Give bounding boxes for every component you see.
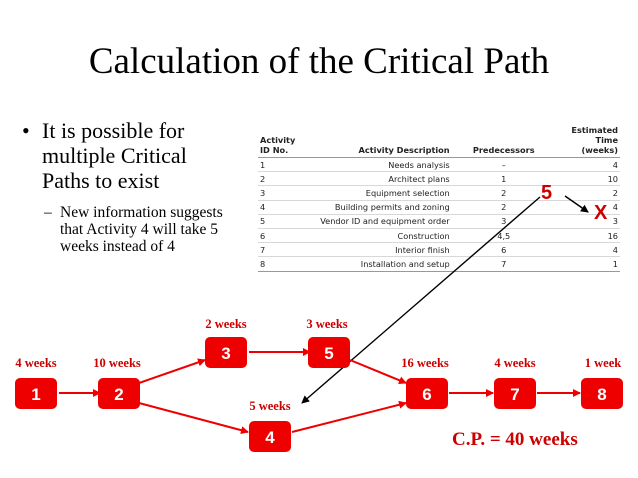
node-3-duration: 2 weeks xyxy=(205,317,246,331)
table-row: 3 Equipment selection 2 2 xyxy=(258,185,620,201)
cell-predecessors: 2 xyxy=(451,200,556,215)
node-2: 2 10 weeks xyxy=(93,356,141,409)
node-6: 6 16 weeks xyxy=(401,356,449,409)
cell-description: Architect plans xyxy=(297,171,452,187)
cell-description: Interior finish xyxy=(297,242,452,258)
cell-predecessors: 4,5 xyxy=(451,228,556,244)
node-7-duration: 4 weeks xyxy=(494,356,535,370)
cell-time: 2 xyxy=(555,185,620,201)
node-2-duration: 10 weeks xyxy=(93,356,141,370)
node-8: 8 1 week xyxy=(581,356,623,409)
cell-id: 5 xyxy=(258,214,298,229)
cell-id: 3 xyxy=(258,185,298,201)
edge-4-6 xyxy=(291,400,407,433)
node-2-label: 2 xyxy=(114,385,123,404)
new-duration-label: 5 xyxy=(541,182,553,204)
table-row: 5 Vendor ID and equipment order 3 3 xyxy=(258,214,620,229)
node-8-label: 8 xyxy=(597,385,606,404)
cell-time: 1 xyxy=(555,256,620,272)
cell-time: 4 xyxy=(555,157,620,173)
cell-predecessors: – xyxy=(451,157,556,173)
node-6-duration: 16 weeks xyxy=(401,356,449,370)
activity-table: Activity ID No. Activity Description Pre… xyxy=(258,125,620,272)
node-1-label: 1 xyxy=(31,385,40,404)
header-activity-id: Activity ID No. xyxy=(258,125,298,158)
node-7-label: 7 xyxy=(510,385,519,404)
node-8-duration: 1 week xyxy=(585,356,621,370)
table-row: 4 Building permits and zoning 2 4 xyxy=(258,200,620,215)
cell-time: 10 xyxy=(555,171,620,187)
node-1-duration: 4 weeks xyxy=(15,356,56,370)
cell-id: 1 xyxy=(258,157,298,173)
strike-mark: X xyxy=(594,202,608,224)
cell-description: Needs analysis xyxy=(297,157,452,173)
cell-id: 2 xyxy=(258,171,298,187)
cell-description: Building permits and zoning xyxy=(297,200,452,215)
cell-id: 6 xyxy=(258,228,298,244)
cell-description: Vendor ID and equipment order xyxy=(297,214,452,229)
sub-bullet-dash: – xyxy=(44,204,52,221)
table-row: 6 Construction 4,5 16 xyxy=(258,228,620,244)
table-header-row: Activity ID No. Activity Description Pre… xyxy=(258,125,620,158)
node-6-label: 6 xyxy=(422,385,431,404)
node-4: 4 5 weeks xyxy=(249,399,291,452)
table-row: 1 Needs analysis – 4 xyxy=(258,157,620,173)
node-3: 3 2 weeks xyxy=(205,317,247,368)
header-predecessors: Predecessors xyxy=(451,125,556,158)
node-7: 7 4 weeks xyxy=(494,356,536,409)
node-3-label: 3 xyxy=(221,344,230,363)
header-description: Activity Description xyxy=(297,125,452,158)
cell-description: Installation and setup xyxy=(297,256,452,272)
table-row: 2 Architect plans 1 10 xyxy=(258,171,620,187)
cell-time: 4 xyxy=(555,242,620,258)
critical-path-total: C.P. = 40 weeks xyxy=(452,429,578,450)
table-row: 8 Installation and setup 7 1 xyxy=(258,256,620,272)
cell-predecessors: 2 xyxy=(451,185,556,201)
node-5: 5 3 weeks xyxy=(306,317,350,368)
cell-id: 8 xyxy=(258,256,298,272)
node-1: 1 4 weeks xyxy=(15,356,57,409)
cell-time: 3 xyxy=(555,214,620,229)
cell-predecessors: 7 xyxy=(451,256,556,272)
edge-2-4 xyxy=(138,402,249,435)
bullet-dot: • xyxy=(22,118,30,143)
cell-id: 4 xyxy=(258,200,298,215)
node-5-duration: 3 weeks xyxy=(306,317,347,331)
cell-description: Equipment selection xyxy=(297,185,452,201)
slide-title: Calculation of the Critical Path xyxy=(88,41,550,82)
cell-predecessors: 6 xyxy=(451,242,556,258)
bullet-text: It is possible for multiple Critical Pat… xyxy=(42,118,187,193)
cell-id: 7 xyxy=(258,242,298,258)
cell-time: 16 xyxy=(555,228,620,244)
node-4-label: 4 xyxy=(265,428,275,447)
node-4-duration: 5 weeks xyxy=(249,399,290,413)
node-5-label: 5 xyxy=(324,344,333,363)
edge-5-6 xyxy=(349,359,407,385)
update-arrow xyxy=(301,196,541,404)
cell-description: Construction xyxy=(297,228,452,244)
cell-predecessors: 1 xyxy=(451,171,556,187)
edge-2-3 xyxy=(138,358,206,384)
header-estimated-time: Estimated Time (weeks) xyxy=(555,125,620,158)
sub-bullet-text: New information suggests that Activity 4… xyxy=(60,204,223,255)
table-row: 7 Interior finish 6 4 xyxy=(258,242,620,258)
annotation-arrow xyxy=(564,195,589,213)
